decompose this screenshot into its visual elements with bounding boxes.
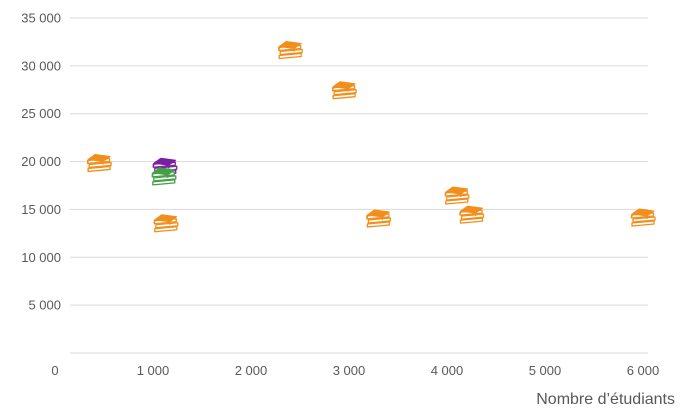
data-point-book-stack-icon: [459, 205, 485, 224]
x-tick-label: 3 000: [333, 363, 366, 378]
x-tick-label: 2 000: [235, 363, 268, 378]
y-tick-label: 10 000: [21, 250, 61, 265]
x-tick-label: 6 000: [627, 363, 660, 378]
data-point-book-stack-icon: [86, 153, 112, 173]
gridlines: [70, 17, 648, 354]
y-tick-label: 5 000: [28, 298, 61, 313]
data-point-book-stack-icon: [151, 167, 177, 186]
x-tick-label: 0: [51, 363, 58, 378]
data-point-book-stack-icon: [331, 81, 357, 100]
x-axis-title: Nombre d’étudiants: [536, 391, 675, 408]
data-point-book-stack-icon: [444, 186, 470, 205]
y-tick-label: 20 000: [21, 154, 61, 169]
y-axis-tick-labels: 5 000 10 000 15 000 20 000 25 000 30 000 35 00…: [21, 11, 61, 313]
x-tick-label: 1 000: [137, 363, 170, 378]
data-point-book-stack-icon: [366, 209, 392, 228]
data-points: [86, 41, 656, 233]
y-tick-label: 25 000: [21, 106, 61, 121]
data-point-book-stack-icon: [153, 214, 179, 233]
x-tick-label: 4 000: [431, 363, 464, 378]
x-tick-label: 5 000: [529, 363, 562, 378]
y-tick-label: 15 000: [21, 202, 61, 217]
x-axis-tick-labels: 0 1 000 2 000 3 000 4 000 5 000 6 000: [51, 363, 659, 378]
y-tick-label: 30 000: [21, 58, 61, 73]
data-point-book-stack-icon: [278, 41, 303, 60]
y-tick-label: 35 000: [21, 11, 61, 26]
data-point-book-stack-icon: [630, 208, 656, 227]
